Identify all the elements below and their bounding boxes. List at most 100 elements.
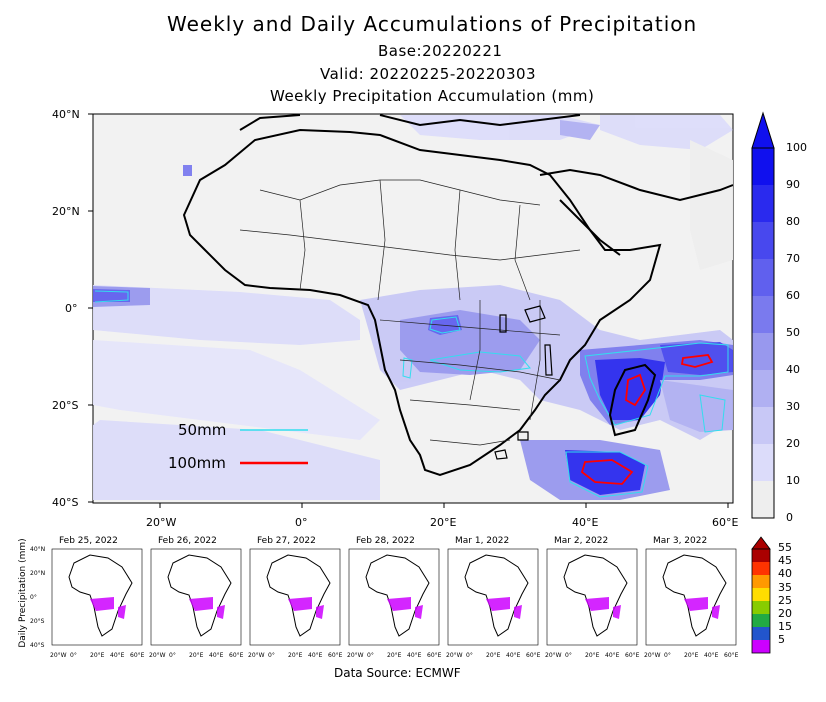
daily-colorbar-label: 45 (778, 554, 792, 568)
daily-colorbar-label: 5 (778, 633, 785, 647)
daily-lon-label: 40°E (110, 652, 125, 659)
daily-lon-label: 20°W (248, 652, 265, 659)
lon-label-0: 0° (295, 516, 308, 529)
daily-lon-label: 0° (367, 652, 374, 659)
daily-colorbar-label: 35 (778, 580, 792, 594)
daily-lon-label: 40°E (308, 652, 323, 659)
lat-label-20s: 20°S (52, 399, 79, 412)
coastlines (182, 114, 734, 477)
daily-lon-label: 40°E (209, 652, 224, 659)
daily-lon-label: 60°E (625, 652, 640, 659)
daily-panel-title: Feb 28, 2022 (356, 536, 415, 546)
daily-lon-label: 20°E (387, 652, 402, 659)
base-date: Base:20220221 (378, 42, 503, 60)
daily-colorbar (751, 536, 771, 654)
daily-colorbar-label: 20 (778, 607, 792, 620)
daily-lon-label: 20°W (50, 652, 67, 659)
daily-panel-title: Feb 25, 2022 (59, 536, 118, 546)
lat-label-0: 0° (65, 302, 78, 315)
daily-panel-title: Mar 3, 2022 (653, 536, 708, 546)
daily-panel-map (150, 548, 242, 646)
weekly-colorbar (751, 111, 775, 519)
weekly-colorbar-label: 10 (786, 474, 800, 487)
daily-lon-label: 20°W (644, 652, 661, 659)
daily-lon-label: 20°E (486, 652, 501, 659)
data-source: Data Source: ECMWF (334, 666, 461, 680)
daily-lat-label: 20°N (30, 570, 46, 577)
daily-colorbar-label: 40 (778, 567, 792, 581)
daily-lon-label: 0° (565, 652, 572, 659)
lat-label-20n: 20°N (52, 205, 80, 218)
daily-lon-label: 40°E (704, 652, 719, 659)
valid-range: Valid: 20220225-20220303 (320, 65, 537, 83)
daily-panel-map (249, 548, 341, 646)
daily-lon-label: 20°W (446, 652, 463, 659)
daily-colorbar-label: 25 (778, 593, 792, 607)
daily-panels (51, 548, 737, 646)
daily-lon-label: 60°E (130, 652, 145, 659)
precip-shading (93, 115, 733, 500)
daily-lon-label: 20°W (149, 652, 166, 659)
daily-lon-label: 20°W (545, 652, 562, 659)
daily-lon-label: 20°E (585, 652, 600, 659)
daily-panel-title: Mar 1, 2022 (455, 536, 510, 546)
daily-lon-label: 60°E (427, 652, 442, 659)
daily-panel-map (51, 548, 143, 646)
map-subtitle: Weekly Precipitation Accumulation (mm) (270, 87, 595, 105)
lon-label-20e: 20°E (430, 516, 457, 529)
daily-colorbar-label: 55 (778, 541, 792, 554)
daily-lon-label: 0° (70, 652, 77, 659)
colorbar-arrow-top (751, 111, 775, 149)
daily-panel-title: Feb 27, 2022 (257, 536, 316, 546)
contour-100mm (580, 354, 714, 485)
daily-panel-map (645, 548, 737, 646)
borders (239, 179, 581, 446)
daily-lon-label: 0° (466, 652, 473, 659)
daily-panel-map (447, 548, 539, 646)
daily-lon-label: 40°E (407, 652, 422, 659)
daily-lon-label: 0° (664, 652, 671, 659)
main-ticks (88, 113, 729, 508)
daily-lat-label: 40°S (30, 642, 45, 649)
lakes (494, 305, 553, 460)
daily-lon-label: 60°E (724, 652, 739, 659)
daily-lon-label: 60°E (229, 652, 244, 659)
page-title: Weekly and Daily Accumulations of Precip… (167, 12, 698, 36)
daily-lon-label: 20°E (90, 652, 105, 659)
daily-lon-label: 40°E (605, 652, 620, 659)
daily-lon-label: 60°E (526, 652, 541, 659)
contour-50mm (94, 290, 729, 498)
daily-lon-label: 40°E (506, 652, 521, 659)
daily-panel-map (348, 548, 440, 646)
daily-lon-label: 20°E (684, 652, 699, 659)
daily-panel-title: Feb 26, 2022 (158, 536, 217, 546)
weekly-colorbar-label: 80 (786, 215, 800, 228)
weekly-colorbar-label: 90 (786, 178, 800, 191)
daily-lon-label: 60°E (328, 652, 343, 659)
weekly-colorbar-label: 40 (786, 363, 800, 376)
daily-lon-label: 20°W (347, 652, 364, 659)
daily-lat-label: 20°S (30, 618, 45, 625)
lon-label-20w: 20°W (146, 516, 177, 529)
weekly-colorbar-label: 50 (786, 326, 800, 339)
daily-ylabel: Daily Precipitation (mm) (18, 538, 28, 648)
daily-colorbar-label: 15 (778, 620, 792, 634)
daily-lat-label: 40°N (30, 546, 46, 553)
lon-label-40e: 40°E (572, 516, 599, 529)
weekly-colorbar-label: 30 (786, 400, 800, 413)
weekly-colorbar-label: 70 (786, 252, 800, 265)
daily-panel-map (546, 548, 638, 646)
lon-label-60e: 60°E (712, 516, 739, 529)
daily-lon-label: 0° (268, 652, 275, 659)
daily-lon-label: 20°E (288, 652, 303, 659)
lat-label-40s: 40°S (52, 496, 79, 509)
weekly-colorbar-label: 20 (786, 437, 800, 450)
daily-lon-label: 20°E (189, 652, 204, 659)
lat-label-40n: 40°N (52, 108, 80, 121)
weekly-colorbar-label: 0 (786, 511, 793, 524)
daily-lon-label: 0° (169, 652, 176, 659)
weekly-colorbar-label: 60 (786, 289, 800, 302)
legend-100mm-label: 100mm (168, 454, 226, 472)
daily-panel-title: Mar 2, 2022 (554, 536, 609, 546)
